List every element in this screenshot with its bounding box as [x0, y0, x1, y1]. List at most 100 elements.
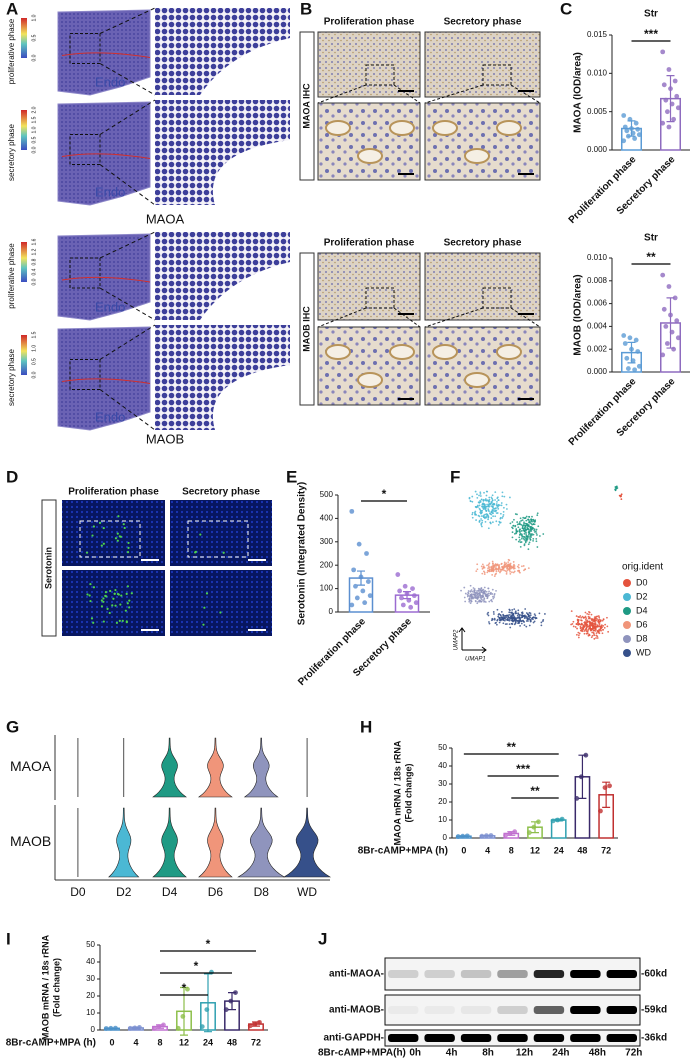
- data-point: [356, 541, 362, 547]
- data-point: [175, 1025, 181, 1031]
- umap-point: [538, 612, 541, 615]
- data-point: [660, 272, 666, 278]
- umap-point: [528, 541, 531, 544]
- umap-point: [498, 612, 501, 615]
- umap-point: [475, 506, 478, 509]
- ihc-zoom: [317, 102, 421, 181]
- phase-label: proliferative phase: [7, 243, 16, 309]
- data-point: [629, 346, 634, 352]
- group-label: WD: [297, 885, 317, 899]
- umap-point: [513, 623, 516, 626]
- umap-point: [475, 594, 478, 597]
- umap-point: [504, 614, 507, 617]
- umap-point: [505, 572, 508, 575]
- umap-point: [597, 625, 600, 628]
- umap-point: [491, 512, 494, 514]
- serotonin-signal: [91, 534, 94, 537]
- umap-point: [595, 632, 598, 635]
- data-point: [156, 1024, 162, 1029]
- colorbar-label: 0.0: [31, 146, 37, 153]
- umap-point: [475, 591, 478, 594]
- data-point: [633, 337, 639, 343]
- timepoint-label: 4h: [446, 1048, 458, 1059]
- umap-point: [480, 565, 483, 568]
- region-label: Endo: [95, 184, 125, 199]
- umap-point: [590, 636, 593, 639]
- data-point: [411, 593, 417, 599]
- umap-point: [525, 533, 528, 535]
- umap-point: [516, 616, 519, 619]
- umap-point: [519, 530, 521, 532]
- zoom-line: [317, 84, 367, 104]
- umap-point: [517, 619, 520, 622]
- umap-point: [481, 511, 483, 514]
- serotonin-signal: [126, 551, 130, 554]
- umap-point: [520, 519, 523, 522]
- region-label: Endo: [95, 299, 125, 314]
- serotonin-signal: [128, 599, 131, 602]
- umap-point: [510, 622, 513, 625]
- umap-point: [489, 503, 492, 505]
- umap-point: [474, 596, 477, 599]
- umap-point: [522, 565, 525, 567]
- umap-point: [474, 512, 476, 515]
- fluorescence-image: [62, 500, 165, 566]
- umap-point: [493, 596, 496, 598]
- y-tick-label: 0.010: [587, 253, 608, 262]
- gene-label: MAOB: [146, 431, 184, 446]
- umap-point: [483, 590, 486, 593]
- umap-point: [505, 616, 507, 619]
- data-point: [675, 335, 681, 341]
- umap-point: [511, 521, 514, 523]
- zoom-line: [393, 84, 421, 104]
- umap-point: [596, 618, 598, 620]
- data-point: [621, 138, 627, 144]
- ihc-zoom: [424, 326, 541, 406]
- umap-point: [525, 620, 528, 622]
- umap-point: [529, 537, 531, 540]
- colorbar-label: 0.0: [31, 371, 37, 378]
- significance-label: *: [194, 959, 199, 973]
- blot-band: [570, 1034, 601, 1042]
- umap-point: [515, 538, 518, 541]
- data-point: [161, 1022, 166, 1028]
- umap-point: [602, 624, 605, 627]
- data-point: [512, 829, 518, 835]
- data-point: [484, 833, 489, 839]
- serotonin-signal: [125, 592, 128, 595]
- umap-point: [512, 567, 515, 570]
- umap-point: [533, 529, 536, 532]
- umap-point: [491, 521, 494, 524]
- umap-point: [536, 534, 538, 536]
- phase-label: proliferative phase: [7, 18, 16, 84]
- stain-label: MAOB IHC: [301, 306, 311, 352]
- umap-point: [584, 611, 587, 614]
- umap-point: [479, 491, 482, 494]
- data-point: [351, 567, 357, 573]
- umap-point: [494, 499, 496, 501]
- umap-point: [614, 488, 617, 491]
- umap-point: [577, 621, 580, 624]
- umap-point: [517, 563, 520, 566]
- gene-label: MAOA: [10, 758, 52, 774]
- umap-point: [488, 600, 491, 603]
- y-tick-label: 50: [438, 743, 447, 752]
- umap-point: [469, 602, 472, 605]
- zoom-box: [69, 359, 101, 390]
- umap-point: [476, 597, 479, 600]
- umap-point: [501, 491, 504, 494]
- umap-point: [529, 536, 531, 538]
- colorbar: [21, 18, 27, 58]
- axis-label: UMAP2: [454, 629, 460, 650]
- umap-point: [506, 566, 509, 569]
- umap-point: [482, 516, 485, 519]
- colorbar-label: 1.0: [31, 126, 37, 133]
- umap-point: [492, 562, 494, 565]
- data-point: [672, 295, 678, 301]
- axis-arrow: [458, 627, 487, 654]
- umap-point: [509, 570, 511, 573]
- umap-point: [499, 517, 502, 520]
- umap-point: [508, 567, 511, 570]
- umap-point: [588, 617, 591, 620]
